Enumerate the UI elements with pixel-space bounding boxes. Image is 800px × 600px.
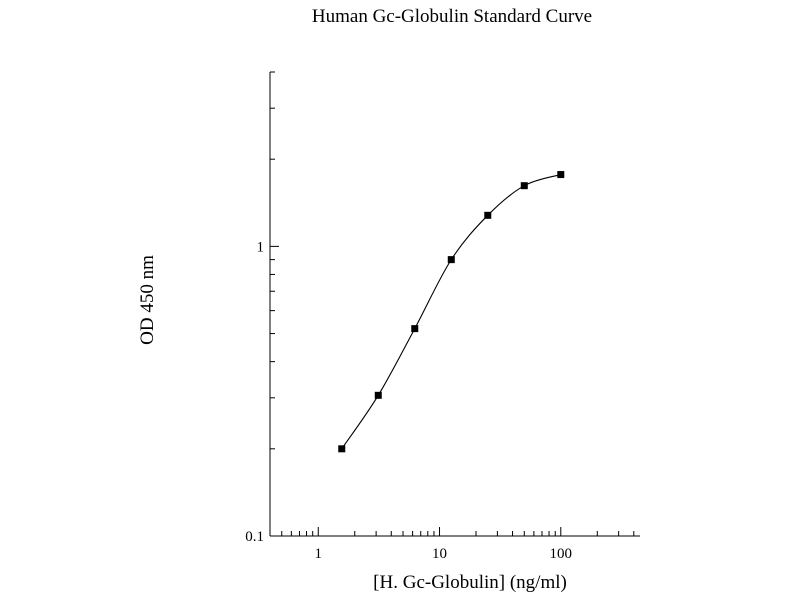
data-points [338,171,565,453]
y-axis-label: OD 450 nm [137,255,158,345]
data-point [484,211,492,219]
ticks [269,71,635,537]
data-point [338,445,346,453]
data-point [557,171,565,179]
fit-curve [341,174,561,450]
data-point [411,325,419,333]
data-point [520,182,528,190]
data-point [374,391,382,399]
data-point [447,256,455,264]
y-tick-label: 1 [257,239,265,255]
y-tick-label: 0.1 [245,529,264,545]
x-tick-label: 100 [550,546,573,562]
tick-labels: 1 10 100 0.1 1 [245,239,572,562]
chart-title: Human Gc-Globulin Standard Curve [312,6,592,27]
axes [269,72,640,537]
x-tick-label: 1 [315,546,323,562]
x-axis-label: [H. Gc-Globulin] (ng/ml) [373,572,567,593]
x-tick-label: 10 [432,546,447,562]
